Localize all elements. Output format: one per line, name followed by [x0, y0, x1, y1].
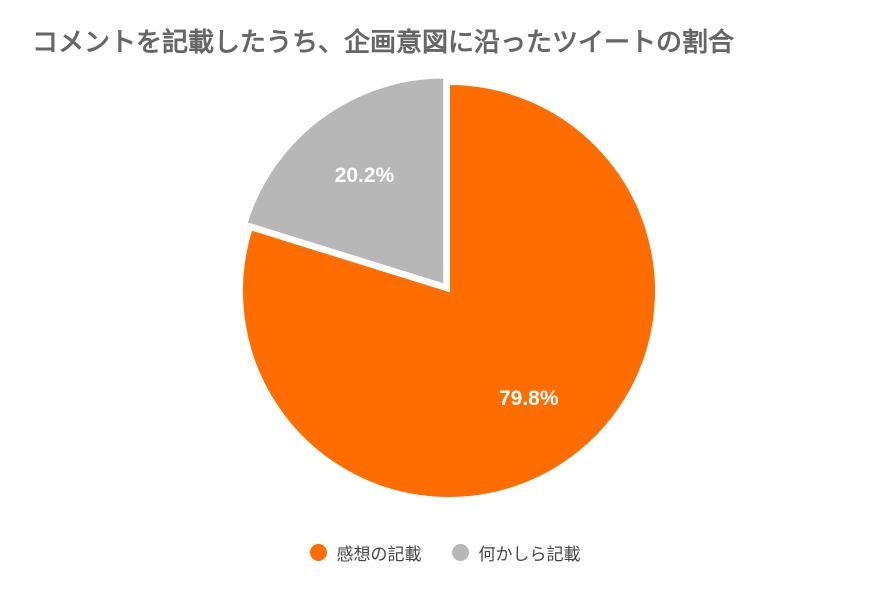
legend-swatch-nanika [451, 544, 469, 561]
legend-swatch-kansou [309, 544, 327, 561]
chart-title: コメントを記載したうち、企画意図に沿ったツイートの割合 [32, 28, 735, 58]
pie-slice-kansou [241, 82, 657, 499]
legend: 感想の記載 何かしら記載 [0, 540, 890, 565]
legend-label-nanika: 何かしら記載 [478, 545, 581, 565]
pie-label-nanika: 20.2% [335, 164, 395, 187]
legend-item-nanika: 何かしら記載 [451, 540, 581, 565]
pie-slice-nanika [245, 76, 446, 286]
legend-item-kansou: 感想の記載 [309, 540, 422, 565]
pie-label-kansou: 79.8% [499, 387, 559, 410]
legend-label-kansou: 感想の記載 [336, 545, 422, 565]
